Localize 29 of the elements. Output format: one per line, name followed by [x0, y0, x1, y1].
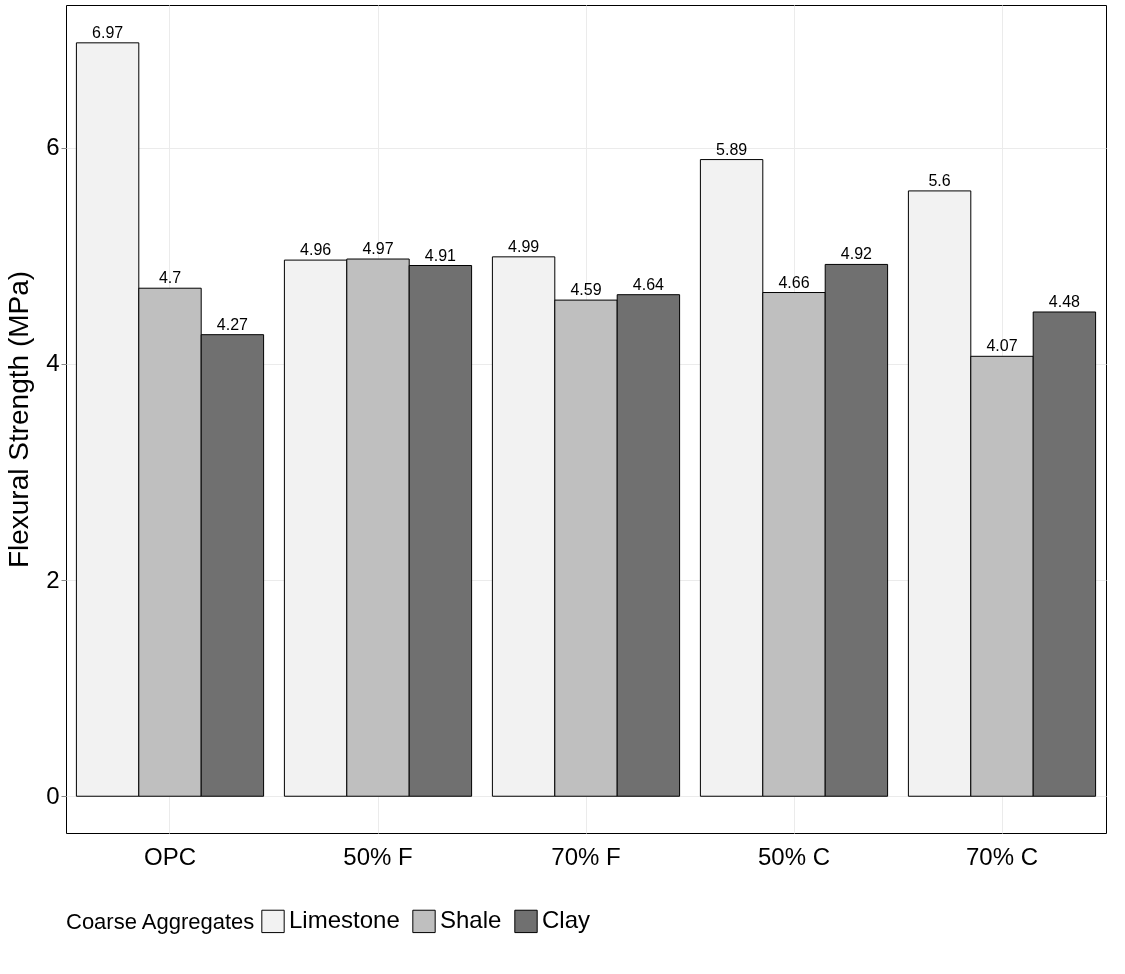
data-label: 4.48 [1048, 292, 1081, 310]
data-label: 4.66 [778, 273, 810, 291]
y-tick-label: 6 [46, 133, 60, 161]
x-tick-label: OPC [143, 842, 197, 870]
data-label: 4.92 [840, 245, 873, 263]
data-label: 4.99 [508, 237, 540, 255]
data-label: 4.27 [216, 315, 249, 333]
x-tick-label: 70% F [551, 842, 621, 870]
data-label: 4.64 [632, 275, 665, 293]
y-axis-title: Flexural Strength (MPa) [3, 270, 35, 569]
data-label: 4.07 [986, 337, 1018, 355]
data-label: 5.89 [716, 140, 748, 158]
data-label: 4.91 [424, 246, 457, 264]
data-label: 6.97 [92, 23, 124, 41]
data-label: 4.96 [300, 241, 332, 259]
x-tick-label: 50% C [757, 842, 831, 870]
x-tick-label: 70% C [965, 842, 1039, 870]
legend-title: Coarse Aggregates [66, 909, 255, 934]
data-label: 5.6 [928, 171, 951, 189]
data-label: 4.59 [570, 281, 602, 299]
y-tick-label: 4 [46, 349, 60, 377]
y-tick-label: 2 [46, 565, 60, 593]
data-label: 4.7 [158, 269, 182, 287]
y-tick-label: 0 [46, 781, 60, 809]
x-tick-label: 50% F [343, 842, 413, 870]
legend-label: Limestone [289, 906, 400, 934]
data-label: 4.97 [362, 240, 394, 258]
legend-label: Clay [542, 906, 591, 934]
legend-label: Shale [440, 906, 502, 934]
